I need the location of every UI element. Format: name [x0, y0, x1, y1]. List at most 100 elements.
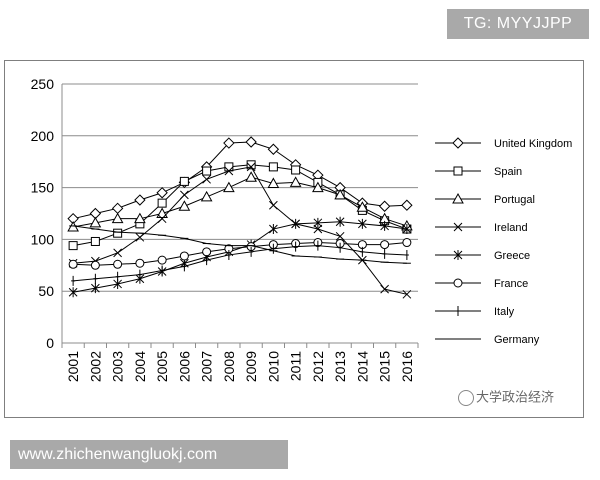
legend-item: Greece: [435, 250, 530, 262]
data-point: [249, 246, 254, 257]
data-point: [245, 171, 257, 182]
data-point: [93, 273, 98, 284]
data-point: [157, 214, 167, 224]
x-tick-label: 2003: [110, 351, 126, 382]
data-point: [157, 255, 167, 265]
data-point: [135, 232, 145, 242]
series-layer: [67, 136, 413, 299]
data-point: [380, 284, 389, 294]
data-point: [224, 162, 234, 172]
data-point: [160, 265, 165, 276]
data-point: [182, 261, 187, 272]
data-point: [91, 283, 100, 294]
data-point: [380, 240, 390, 250]
data-point: [453, 222, 463, 232]
legend-label: Portugal: [494, 194, 535, 206]
legend-item: Germany: [435, 334, 540, 346]
x-tick-label: 2010: [265, 351, 281, 382]
data-point: [204, 255, 209, 266]
x-tick-label: 2002: [87, 351, 103, 382]
legend: United Kingdom Spain Portugal Ireland Greece…: [435, 137, 572, 346]
data-point: [113, 259, 123, 269]
data-point: [134, 212, 146, 224]
legend-item: United Kingdom: [435, 137, 572, 150]
y-tick-label: 50: [38, 283, 54, 299]
series-united-kingdom: [67, 136, 413, 225]
data-point: [89, 216, 102, 228]
data-point: [68, 259, 78, 269]
series-ireland: [68, 162, 412, 299]
data-point: [245, 136, 257, 148]
data-point: [313, 224, 323, 234]
data-point: [360, 246, 365, 257]
data-point: [180, 190, 189, 200]
data-point: [68, 287, 78, 298]
axis-layer: 0 50 100 150 200 250 2001 2002 2003 2004 2005 2006 2…: [31, 76, 419, 382]
series-line: [73, 225, 407, 264]
footer-url[interactable]: www.zhichenwangluokj.com: [10, 440, 288, 469]
x-tick-label: 2013: [332, 351, 348, 382]
data-point: [111, 212, 124, 224]
x-tick-label: 2015: [377, 351, 393, 382]
data-point: [404, 249, 409, 260]
data-point: [338, 242, 343, 253]
watermark: 大学政治经济: [458, 386, 578, 408]
data-point: [269, 224, 278, 235]
legend-label: Greece: [494, 250, 530, 262]
data-point: [156, 207, 168, 218]
series-line: [73, 176, 408, 228]
legend-label: Spain: [494, 166, 522, 178]
data-point: [453, 278, 463, 288]
data-point: [401, 199, 413, 211]
series-portugal: [67, 171, 413, 232]
data-point: [68, 241, 78, 251]
x-tick-label: 2011: [288, 351, 304, 381]
legend-item: France: [435, 278, 528, 290]
tg-badge: TG: MYYJJPP: [447, 9, 589, 39]
data-point: [315, 240, 320, 251]
data-point: [202, 174, 211, 184]
legend-label: Ireland: [494, 222, 528, 234]
data-point: [223, 137, 235, 149]
series-line: [73, 141, 407, 220]
x-tick-label: 2008: [221, 351, 237, 382]
data-point: [179, 251, 189, 261]
data-point: [90, 260, 100, 270]
legend-item: Italy: [435, 306, 515, 318]
x-tick-label: 2005: [154, 351, 170, 382]
data-point: [378, 200, 391, 212]
data-point: [134, 194, 146, 206]
series-italy: [71, 240, 409, 286]
legend-item: Portugal: [435, 192, 535, 206]
y-tick-label: 250: [31, 76, 55, 92]
data-point: [453, 166, 463, 176]
data-point: [382, 248, 387, 259]
x-tick-label: 2012: [310, 351, 326, 382]
data-point: [271, 243, 276, 254]
data-point: [291, 165, 301, 175]
legend-label: Italy: [494, 306, 515, 318]
x-tick-label: 2001: [65, 351, 81, 382]
data-point: [380, 220, 389, 231]
legend-label: Germany: [494, 334, 540, 346]
data-point: [200, 190, 213, 202]
data-point: [246, 162, 256, 172]
data-point: [156, 187, 168, 199]
data-point: [402, 238, 412, 248]
data-point: [402, 289, 412, 299]
x-tick-label: 2014: [354, 351, 370, 382]
data-point: [113, 248, 122, 258]
x-tick-label: 2016: [399, 351, 415, 382]
y-tick-label: 150: [31, 180, 55, 196]
data-point: [313, 217, 323, 228]
data-point: [226, 249, 231, 260]
data-point: [202, 166, 212, 176]
data-point: [312, 181, 324, 193]
data-point: [289, 176, 302, 187]
data-point: [224, 166, 234, 176]
data-point: [293, 241, 298, 252]
data-point: [269, 200, 278, 210]
data-point: [267, 177, 280, 188]
x-tick-label: 2006: [176, 351, 192, 382]
y-tick-label: 100: [31, 231, 55, 247]
